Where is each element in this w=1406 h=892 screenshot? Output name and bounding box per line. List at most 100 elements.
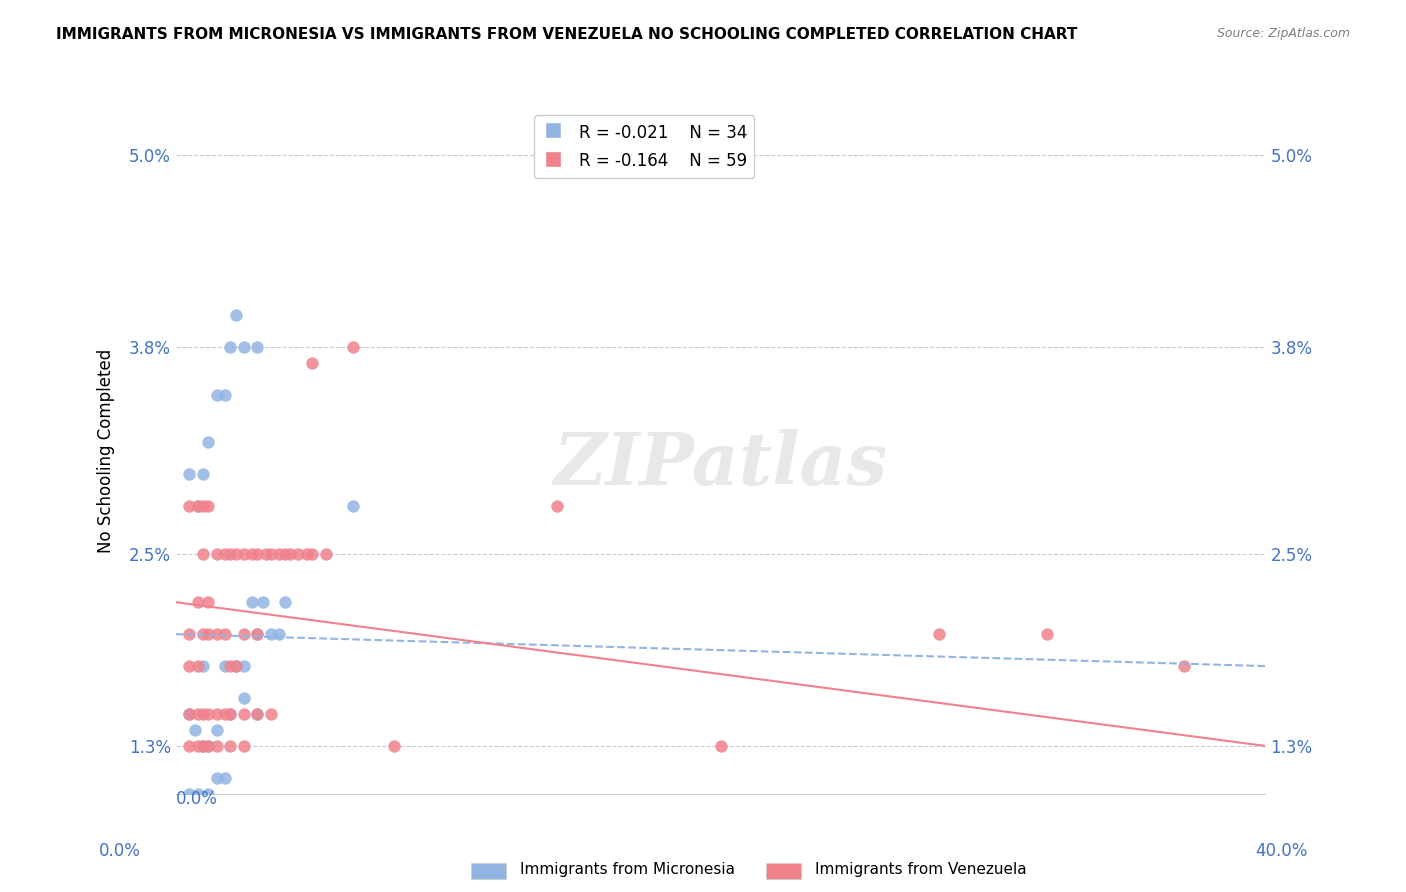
Point (1036, 627, 1059, 641)
Point (225, 659, 247, 673)
Text: 40.0%: 40.0% (1256, 842, 1308, 860)
Point (260, 547, 283, 561)
Point (214, 659, 236, 673)
Point (710, 739, 733, 753)
Point (205, 627, 228, 641)
Point (205, 771, 228, 785)
Point (197, 595, 219, 609)
Point (191, 739, 214, 753)
Point (246, 627, 269, 641)
Point (179, 706, 201, 721)
Point (197, 706, 219, 721)
Point (197, 500, 219, 514)
Legend: R = -0.021    N = 34, R = -0.164    N = 59: R = -0.021 N = 34, R = -0.164 N = 59 (534, 115, 755, 178)
Point (225, 659, 247, 673)
Point (186, 706, 209, 721)
Text: 0.0%: 0.0% (98, 842, 141, 860)
Text: IMMIGRANTS FROM MICRONESIA VS IMMIGRANTS FROM VENEZUELA NO SCHOOLING COMPLETED C: IMMIGRANTS FROM MICRONESIA VS IMMIGRANTS… (56, 27, 1077, 42)
Point (232, 627, 254, 641)
Text: 0.0%: 0.0% (176, 789, 218, 808)
Point (197, 739, 219, 753)
Point (186, 500, 209, 514)
Point (301, 356, 323, 370)
Text: Immigrants from Micronesia: Immigrants from Micronesia (520, 863, 735, 877)
Point (186, 739, 209, 753)
Point (191, 659, 214, 673)
Point (179, 467, 201, 482)
Point (278, 547, 301, 561)
Point (179, 706, 201, 721)
Point (315, 547, 337, 561)
Point (260, 706, 283, 721)
Point (246, 706, 269, 721)
Point (197, 739, 219, 753)
Point (274, 595, 297, 609)
Point (546, 500, 568, 514)
Point (269, 627, 291, 641)
Point (232, 547, 254, 561)
Point (191, 627, 214, 641)
Point (219, 340, 242, 354)
Point (191, 706, 214, 721)
Point (254, 547, 277, 561)
Point (240, 595, 263, 609)
Point (301, 547, 323, 561)
Point (205, 547, 228, 561)
Text: Source: ZipAtlas.com: Source: ZipAtlas.com (1216, 27, 1350, 40)
Point (246, 706, 269, 721)
Point (219, 706, 242, 721)
Point (205, 723, 228, 737)
Point (179, 659, 201, 673)
Point (197, 787, 219, 801)
Point (191, 739, 214, 753)
Point (1173, 659, 1195, 673)
Point (232, 340, 254, 354)
Point (246, 340, 269, 354)
Point (219, 547, 242, 561)
Point (179, 500, 201, 514)
Point (928, 627, 950, 641)
Point (274, 547, 297, 561)
Point (252, 595, 274, 609)
Point (287, 547, 309, 561)
Point (179, 627, 201, 641)
Point (225, 547, 247, 561)
Y-axis label: No Schooling Completed: No Schooling Completed (97, 349, 115, 552)
Point (225, 308, 247, 322)
Point (191, 547, 214, 561)
Point (205, 739, 228, 753)
Point (191, 500, 214, 514)
Point (240, 547, 263, 561)
Point (232, 706, 254, 721)
Point (214, 547, 236, 561)
Point (219, 706, 242, 721)
Point (342, 500, 364, 514)
Point (260, 627, 283, 641)
Point (246, 547, 269, 561)
Point (214, 771, 236, 785)
Point (246, 627, 269, 641)
Point (191, 467, 214, 482)
Point (186, 500, 209, 514)
Point (269, 547, 291, 561)
Point (232, 739, 254, 753)
Point (214, 627, 236, 641)
Point (184, 723, 207, 737)
Point (219, 659, 242, 673)
Text: ZIPatlas: ZIPatlas (554, 429, 887, 500)
Point (197, 435, 219, 450)
Point (186, 659, 209, 673)
Point (219, 739, 242, 753)
Point (197, 627, 219, 641)
Point (205, 706, 228, 721)
Point (232, 691, 254, 706)
Point (179, 739, 201, 753)
Text: Immigrants from Venezuela: Immigrants from Venezuela (815, 863, 1028, 877)
Point (214, 706, 236, 721)
Point (214, 387, 236, 401)
Point (205, 387, 228, 401)
Point (186, 595, 209, 609)
Point (179, 787, 201, 801)
Point (295, 547, 318, 561)
Point (342, 340, 364, 354)
